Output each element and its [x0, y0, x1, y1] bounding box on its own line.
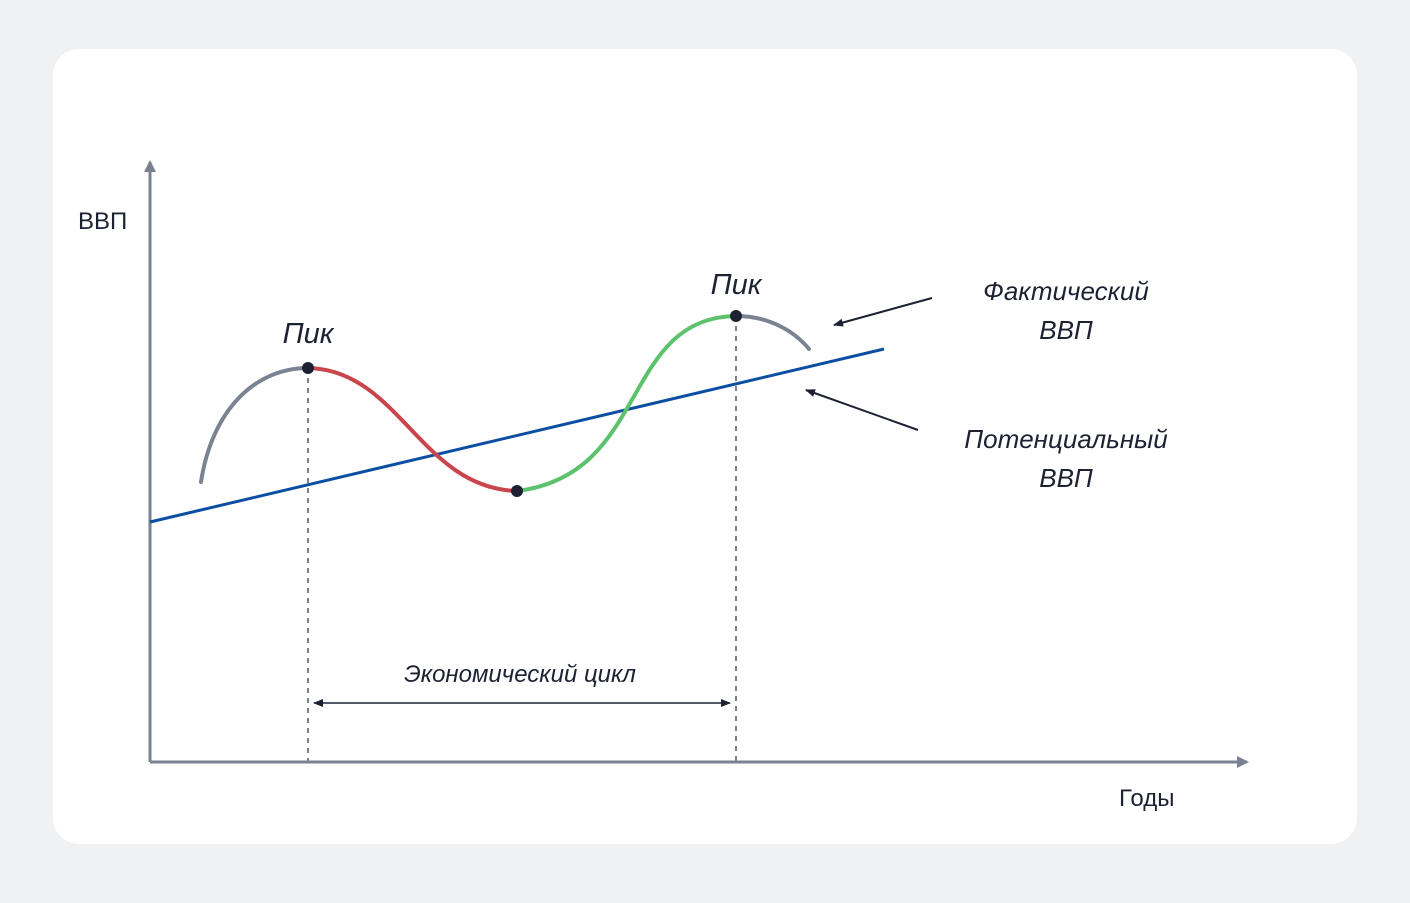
actual-gdp-label-line1: Фактический: [983, 276, 1149, 306]
potential-gdp-label-line2: ВВП: [1039, 463, 1093, 493]
x-axis-label: Годы: [1119, 785, 1174, 812]
peak-1-label: Пик: [283, 318, 335, 350]
actual-gdp-pointer: [833, 297, 933, 327]
y-axis-label: ВВП: [78, 208, 127, 235]
peak-2-label: Пик: [711, 269, 763, 301]
actual-gdp-final-segment: [734, 314, 811, 351]
potential-gdp-label-line1: Потенциальный: [964, 424, 1167, 454]
potential-gdp-line: [149, 347, 885, 524]
peak-1-point: [302, 362, 314, 374]
actual-gdp-initial-segment: [199, 366, 310, 484]
trough-point: [511, 485, 523, 497]
actual-gdp-label-line2: ВВП: [1039, 315, 1093, 345]
potential-gdp-pointer: [805, 389, 919, 431]
diagram-card: [53, 49, 1357, 844]
peak-2-point: [730, 310, 742, 322]
actual-gdp-decline-segment: [306, 366, 519, 493]
actual-gdp-growth-segment: [515, 314, 738, 493]
cycle-label: Экономический цикл: [404, 661, 636, 688]
